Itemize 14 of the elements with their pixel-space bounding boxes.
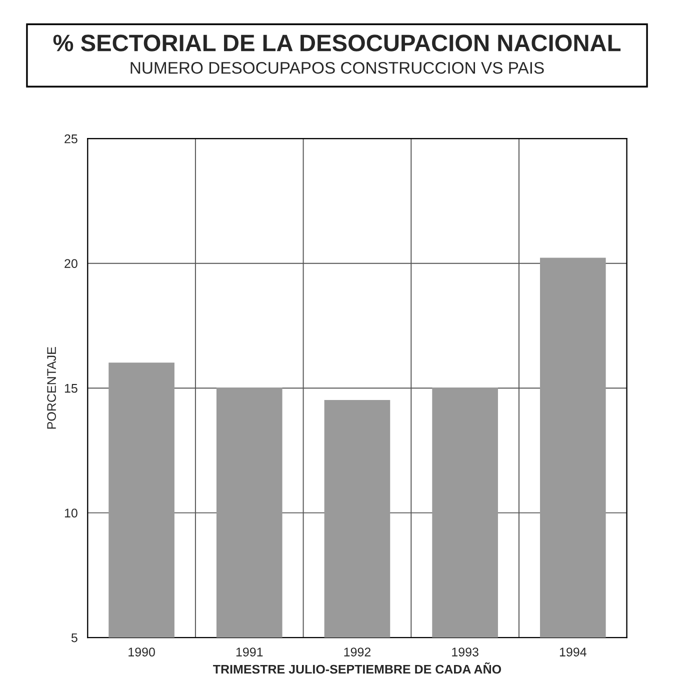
- chart-title: % SECTORIAL DE LA DESOCUPACION NACIONAL: [53, 34, 621, 52]
- x-axis-title: TRIMESTRE JULIO-SEPTIEMBRE DE CADA AÑO: [213, 662, 502, 674]
- y-tick-label: 20: [64, 259, 78, 268]
- y-tick-label: 10: [64, 508, 78, 518]
- y-tick-label: 15: [64, 384, 78, 393]
- y-tick-label: 25: [64, 134, 78, 144]
- y-tick-label: 5: [71, 633, 78, 642]
- x-tick-label: 1992: [344, 648, 370, 656]
- x-tick-label: 1993: [452, 648, 478, 656]
- x-tick-label: 1990: [128, 648, 155, 656]
- x-tick-label: 1991: [236, 648, 263, 656]
- x-tick-label: 1994: [560, 648, 586, 656]
- y-axis-title: PORCENTAJE: [47, 347, 56, 429]
- chart-subtitle: NUMERO DESOCUPAPOS CONSTRUCCION VS PAIS: [130, 62, 544, 74]
